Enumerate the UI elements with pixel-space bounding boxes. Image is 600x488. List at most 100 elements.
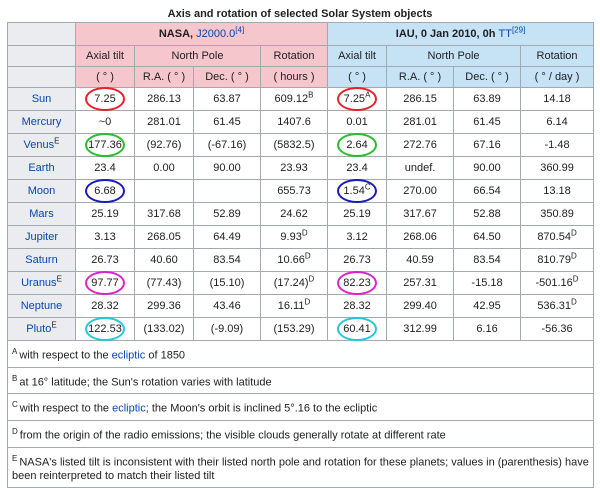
nasa-ra-cell: 268.05 — [134, 225, 194, 249]
iau-dec-cell: 67.16 — [453, 133, 522, 157]
object-link[interactable]: Sun — [31, 93, 52, 105]
nasa-rotation-cell: (153.29) — [259, 317, 329, 341]
cell-value: (17.24) — [273, 277, 309, 289]
ecliptic-link[interactable]: ecliptic — [112, 402, 146, 415]
object-link[interactable]: Jupiter — [24, 231, 59, 243]
cell-value: 16.11 — [277, 300, 305, 312]
cell-value: 177.36 — [88, 139, 122, 151]
cell-value: (-9.09) — [210, 323, 244, 335]
nasa-axial-tilt-cell: 26.73 — [75, 248, 135, 272]
object-link[interactable]: Pluto — [26, 323, 52, 335]
footnote-mark: A — [365, 90, 371, 100]
nasa-rotation-cell: 23.93 — [259, 156, 329, 180]
object-link[interactable]: Saturn — [25, 254, 58, 266]
cell-value: 28.32 — [343, 300, 371, 312]
footnote-mark: D — [570, 228, 577, 238]
nasa-rotation-header: Rotation — [259, 45, 329, 67]
footnote-text: with respect to the — [19, 349, 112, 362]
object-link[interactable]: Neptune — [20, 300, 63, 312]
cell-value: -15.18 — [471, 277, 503, 289]
iau-rotation-cell: -56.36 — [520, 317, 595, 341]
cell-value: 257.31 — [403, 277, 437, 289]
nasa-axial-tilt-cell: 28.32 — [75, 294, 135, 318]
corner-cell — [7, 22, 76, 46]
cell-value: (133.02) — [143, 323, 185, 335]
cell-value: 0.01 — [346, 116, 368, 128]
cell-value: 9.93 — [280, 231, 302, 243]
tt-link[interactable]: TT — [498, 28, 512, 40]
cell-value: 24.62 — [280, 208, 308, 220]
footnote-text: with respect to the — [19, 402, 113, 415]
cell-value: 6.16 — [476, 323, 498, 335]
iau-rotation-cell: 350.89 — [520, 202, 595, 226]
cell-value: 61.45 — [213, 116, 241, 128]
cell-value: 7.25 — [94, 93, 116, 105]
nasa-axial-tilt-header: Axial tilt — [75, 45, 135, 67]
iau-ra-cell: 268.06 — [386, 225, 455, 249]
cell-value: 270.00 — [403, 185, 437, 197]
iau-ref-link[interactable]: [29] — [511, 25, 526, 35]
table-wrapper: Axis and rotation of selected Solar Syst… — [6, 6, 595, 488]
nasa-rotation-cell: 655.73 — [259, 179, 329, 203]
cell-value: 281.01 — [403, 116, 437, 128]
iau-rotation-cell: 870.54D — [520, 225, 595, 249]
cell-value: (5832.5) — [273, 139, 315, 151]
cell-value: 52.88 — [473, 208, 501, 220]
table-row: Mercury ~0 281.01 61.45 1407.6 0.01 281.01 61.4… — [7, 110, 595, 134]
footnote-mark: D — [301, 228, 308, 238]
nasa-ref-link[interactable]: [4] — [235, 25, 245, 35]
iau-dec-cell: 66.54 — [453, 179, 522, 203]
cell-value: 286.13 — [147, 93, 181, 105]
nasa-axial-tilt-cell: 3.13 — [75, 225, 135, 249]
footnote-mark: D — [570, 297, 577, 307]
iau-axial-tilt-cell: 23.4 — [327, 156, 388, 180]
iau-ra-cell: 270.00 — [386, 179, 455, 203]
nasa-ra-cell — [134, 179, 194, 203]
object-link[interactable]: Mercury — [21, 116, 62, 128]
iau-dec-cell: 64.50 — [453, 225, 522, 249]
footnote-letter: E — [12, 453, 18, 463]
nasa-axial-tilt-cell: 25.19 — [75, 202, 135, 226]
iau-rotation-cell: 360.99 — [520, 156, 595, 180]
nasa-ra-cell: 317.68 — [134, 202, 194, 226]
cell-value: 3.13 — [94, 231, 116, 243]
cell-value: 7.25 — [343, 93, 366, 105]
footnote-letter: C — [12, 400, 18, 410]
iau-dec-cell: 83.54 — [453, 248, 522, 272]
table-caption: Axis and rotation of selected Solar Syst… — [167, 8, 433, 20]
nasa-axial-tilt-cell: 7.25 — [75, 87, 135, 111]
object-link[interactable]: Mars — [29, 208, 54, 220]
nasa-rotation-cell: 10.66D — [259, 248, 329, 272]
cell-value: 10.66 — [277, 254, 305, 266]
ecliptic-link[interactable]: ecliptic — [111, 349, 146, 362]
iau-ra-cell: 317.67 — [386, 202, 455, 226]
header-row-quantity: Axial tilt North Pole Rotation Axial til… — [7, 45, 595, 67]
cell-value: 52.89 — [213, 208, 241, 220]
object-link[interactable]: Moon — [27, 185, 56, 197]
cell-value: 25.19 — [91, 208, 119, 220]
row-header-cell: VenusE — [7, 133, 76, 157]
footnote-mark: D — [572, 274, 579, 284]
iau-dec-cell: 90.00 — [453, 156, 522, 180]
table-row: Saturn 26.73 40.60 83.54 10.66D 26.73 40.59 83.… — [7, 248, 595, 272]
cell-value: 281.01 — [147, 116, 181, 128]
nasa-dec-unit: Dec. ( ° ) — [193, 66, 261, 88]
object-link[interactable]: Earth — [28, 162, 55, 174]
nasa-dec-cell: (-9.09) — [193, 317, 261, 341]
axis-rotation-table: NASA, J2000.0[4] IAU, 0 Jan 2010, 0h TT[… — [6, 22, 595, 488]
nasa-axial-tilt-cell: 177.36 — [75, 133, 135, 157]
iau-axial-tilt-cell: 2.64 — [327, 133, 388, 157]
iau-rotation-header: Rotation — [520, 45, 595, 67]
nasa-tilt-unit: ( ° ) — [75, 66, 135, 88]
cell-value: 67.16 — [473, 139, 501, 151]
j2000-link[interactable]: J2000.0 — [196, 28, 236, 40]
cell-value: 28.32 — [91, 300, 119, 312]
cell-value: 40.59 — [406, 254, 434, 266]
object-link[interactable]: Uranus — [21, 277, 57, 289]
object-link[interactable]: Venus — [23, 139, 55, 151]
nasa-ra-cell: 40.60 — [134, 248, 194, 272]
iau-axial-tilt-cell: 1.54C — [327, 179, 388, 203]
cell-value: 83.54 — [473, 254, 501, 266]
cell-value: 286.15 — [403, 93, 437, 105]
nasa-rotation-cell: 1407.6 — [259, 110, 329, 134]
